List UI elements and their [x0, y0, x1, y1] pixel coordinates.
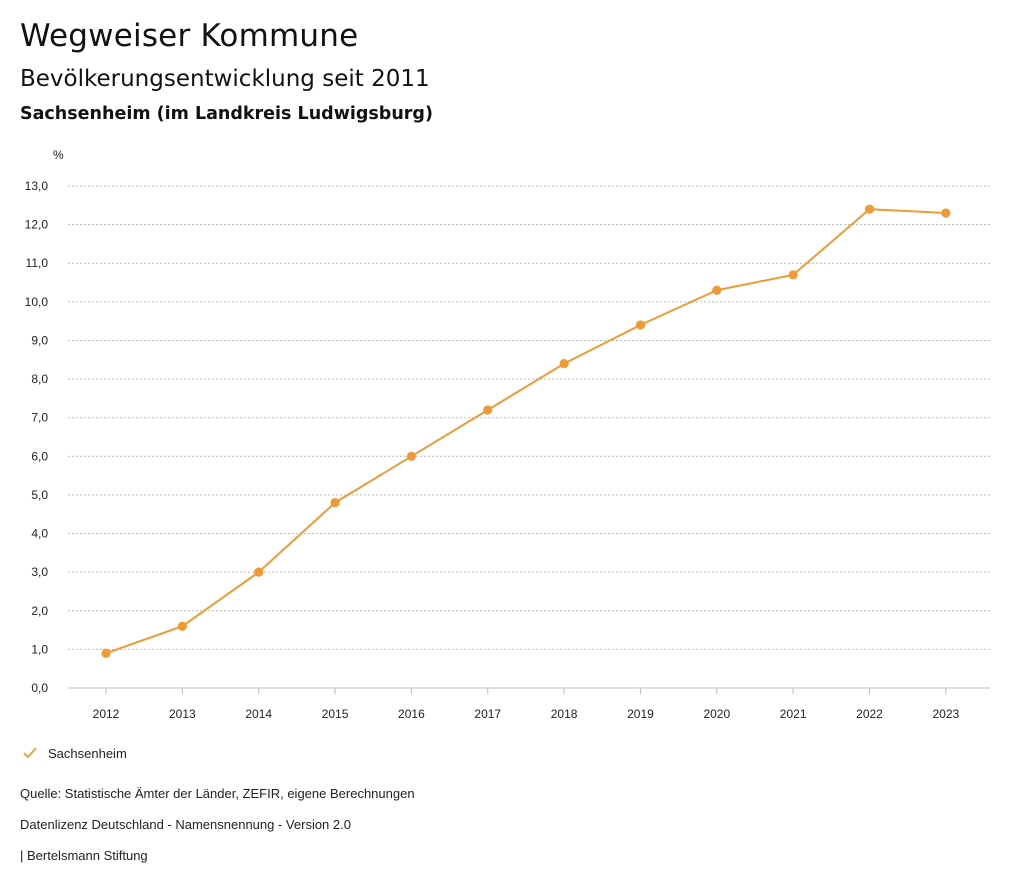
data-point[interactable] [788, 270, 798, 280]
y-tick-label: 3,0 [31, 565, 48, 579]
y-tick-label: 9,0 [31, 333, 48, 347]
x-axis-ticks: 2012 2013 2014 2015 2016 2017 2018 2019 2020 2021… [93, 688, 960, 721]
x-tick-label: 2018 [551, 707, 578, 721]
y-tick-label: 12,0 [25, 218, 49, 232]
y-tick-label: 2,0 [31, 604, 48, 618]
grid-layer [68, 185, 990, 689]
x-tick-label: 2022 [856, 707, 883, 721]
y-tick-label: 6,0 [31, 449, 48, 463]
source-note: Quelle: Statistische Ämter der Länder, Z… [20, 786, 415, 801]
series-layer [101, 204, 951, 658]
data-point[interactable] [483, 405, 493, 415]
y-tick-label: 7,0 [31, 411, 48, 425]
series-line-sachsenheim [105, 208, 946, 655]
data-point[interactable] [864, 204, 875, 214]
publisher-note: | Bertelsmann Stiftung [20, 848, 148, 863]
y-axis-unit-label: % [53, 148, 64, 162]
x-tick-label: 2021 [780, 707, 807, 721]
x-tick-label: 2020 [703, 707, 730, 721]
data-point[interactable] [177, 621, 187, 631]
data-point[interactable] [559, 359, 569, 369]
data-point[interactable] [254, 567, 264, 577]
y-tick-label: 13,0 [25, 179, 49, 193]
x-tick-label: 2012 [93, 707, 120, 721]
x-tick-label: 2015 [322, 707, 349, 721]
legend-label-sachsenheim: Sachsenheim [48, 745, 127, 761]
y-tick-label: 0,0 [31, 681, 48, 695]
y-tick-label: 8,0 [31, 372, 48, 386]
y-axis-ticks: 0,0 1,0 2,0 3,0 4,0 5,0 6,0 7,0 8,0 9,0 10,0 11,0 12… [25, 179, 49, 695]
x-tick-label: 2023 [932, 707, 959, 721]
y-tick-label: 4,0 [31, 527, 48, 541]
region-label: Sachsenheim (im Landkreis Ludwigsburg) [20, 104, 433, 124]
x-tick-label: 2016 [398, 707, 425, 721]
chart-legend[interactable]: Sachsenheim [22, 745, 127, 761]
line-chart: % 0,0 1,0 2,0 3,0 4,0 5,0 6,0 7,0 8,0 9,0 10,0 11,0… [25, 148, 990, 721]
data-point[interactable] [941, 208, 951, 218]
license-note: Datenlizenz Deutschland - Namensnennung … [20, 817, 351, 832]
data-point[interactable] [406, 451, 416, 461]
x-tick-label: 2013 [169, 707, 196, 721]
x-tick-label: 2014 [245, 707, 272, 721]
x-tick-label: 2019 [627, 707, 654, 721]
data-point[interactable] [635, 320, 646, 330]
y-tick-label: 11,0 [26, 256, 49, 270]
y-tick-label: 5,0 [31, 488, 48, 502]
x-tick-label: 2017 [474, 707, 501, 721]
y-tick-label: 10,0 [25, 295, 49, 309]
data-point[interactable] [330, 498, 340, 508]
page-title: Wegweiser Kommune [20, 18, 359, 54]
check-icon [23, 747, 37, 759]
chart-subtitle: Bevölkerungsentwicklung seit 2011 [20, 66, 430, 92]
data-point[interactable] [712, 285, 722, 295]
data-point[interactable] [101, 648, 111, 658]
y-tick-label: 1,0 [31, 642, 48, 656]
